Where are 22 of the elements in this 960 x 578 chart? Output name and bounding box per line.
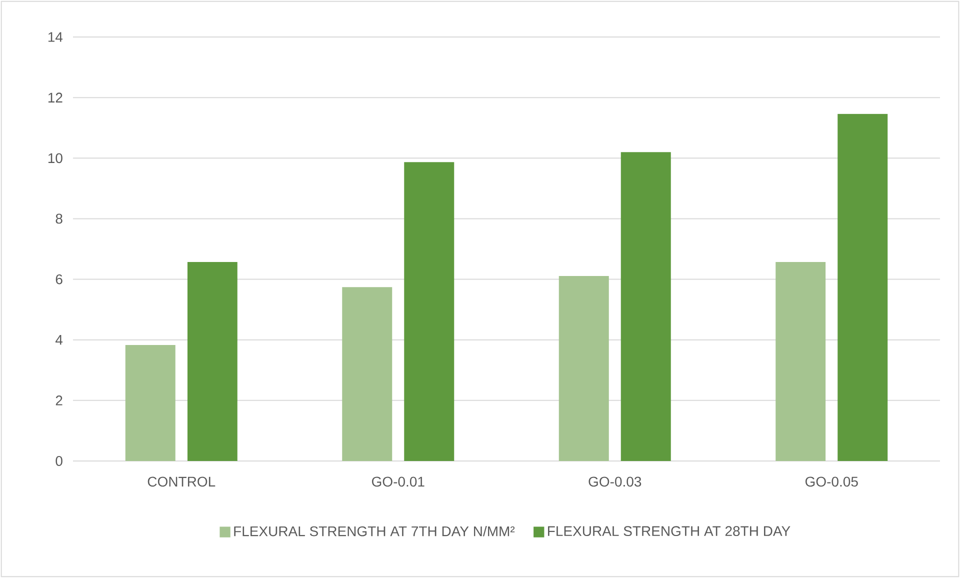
bar — [620, 152, 671, 461]
bar — [404, 162, 454, 461]
legend-label: FLEXURAL STRENGTH AT 7TH DAY N/MM² — [234, 526, 515, 536]
x-tick-label: GO-0.03 — [588, 476, 642, 487]
legend-label: FLEXURAL STRENGTH AT 28TH DAY — [548, 526, 790, 536]
y-tick-label: 8 — [56, 214, 62, 224]
bar — [776, 262, 826, 461]
y-tick-label: 10 — [48, 153, 62, 164]
y-tick-label: 0 — [56, 456, 62, 466]
bar — [125, 344, 176, 461]
y-tick-label: 6 — [56, 274, 62, 284]
y-tick-label: 14 — [48, 32, 63, 42]
x-tick-label: CONTROL — [148, 476, 216, 487]
bar — [342, 287, 392, 461]
x-tick-label: GO-0.01 — [372, 476, 424, 487]
bar — [558, 276, 609, 461]
bar — [838, 114, 888, 461]
y-tick-label: 4 — [55, 335, 63, 345]
y-tick-label: 12 — [48, 92, 62, 102]
x-tick-label: GO-0.05 — [805, 476, 858, 487]
bar — [187, 262, 238, 461]
y-tick-label: 2 — [56, 396, 62, 406]
